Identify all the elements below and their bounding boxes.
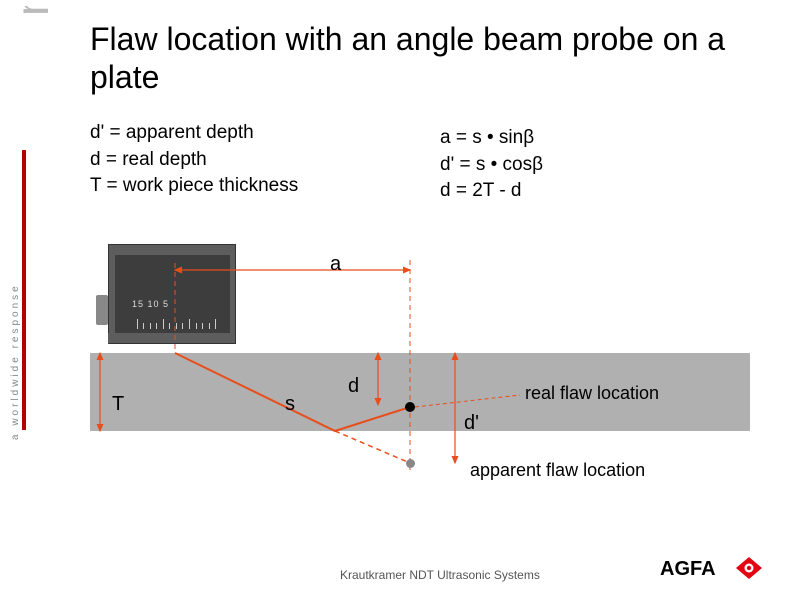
label-s: s <box>285 393 295 416</box>
svg-text:AGFA: AGFA <box>660 558 716 580</box>
content-area: Flaw location with an angle beam probe o… <box>70 0 800 600</box>
def-d-prime: d' = apparent depth <box>90 120 298 147</box>
definitions-block: d' = apparent depth d = real depth T = w… <box>90 120 298 200</box>
page-title: Flaw location with an angle beam probe o… <box>90 20 800 97</box>
label-d: d <box>348 375 359 398</box>
label-real-flaw: real flaw location <box>525 383 659 404</box>
label-d-prime: d' <box>464 412 479 435</box>
diagram: 15 10 5 <box>90 235 770 525</box>
formula-a: a = s • sinβ <box>440 125 543 152</box>
probe-scale-numbers: 15 10 5 <box>132 299 169 309</box>
def-T: T = work piece thickness <box>90 173 298 200</box>
sidebar-red-bar <box>22 150 26 430</box>
formula-d-prime: d' = s • cosβ <box>440 152 543 179</box>
ndt-logo: ndt <box>8 6 60 146</box>
svg-text:ndt: ndt <box>8 6 58 16</box>
probe-wedge <box>108 333 120 344</box>
formula-d: d = 2T - d <box>440 178 543 205</box>
apparent-flaw-dot <box>406 459 415 468</box>
label-T: T <box>112 393 124 416</box>
footer-company: Krautkramer NDT Ultrasonic Systems <box>340 568 540 582</box>
real-flaw-dot <box>405 402 415 412</box>
label-apparent-flaw: apparent flaw location <box>470 460 645 481</box>
agfa-logo: AGFA <box>660 555 770 586</box>
formulas-block: a = s • sinβ d' = s • cosβ d = 2T - d <box>440 125 543 205</box>
sidebar-tagline: a worldwide response <box>10 283 21 440</box>
sidebar: ndt a worldwide response <box>0 0 60 600</box>
def-d: d = real depth <box>90 147 298 174</box>
label-a: a <box>330 253 341 276</box>
probe-tab <box>96 295 108 325</box>
probe-scale-ticks <box>134 313 219 329</box>
